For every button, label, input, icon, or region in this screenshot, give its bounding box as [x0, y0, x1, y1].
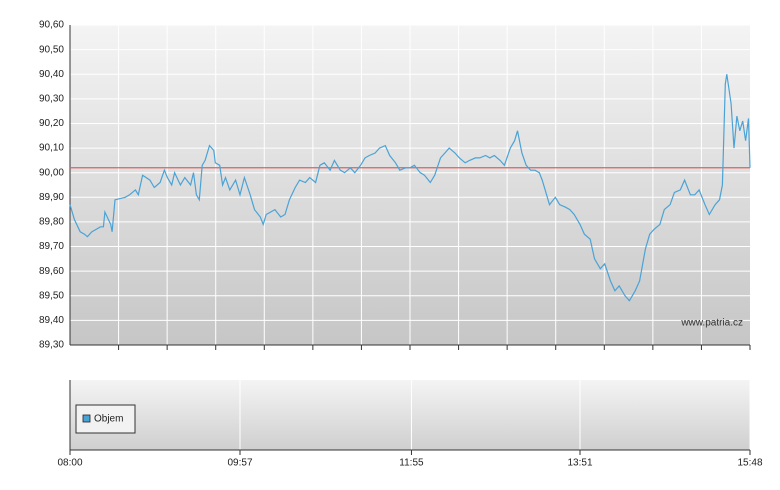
y-tick-label: 89,60: [39, 266, 64, 277]
y-tick-label: 89,30: [39, 340, 64, 351]
x-tick-label: 09:57: [227, 458, 252, 469]
legend-swatch: [82, 414, 91, 423]
legend: Objem: [75, 404, 136, 434]
x-tick-label: 13:51: [567, 458, 592, 469]
price-line: [69, 74, 751, 302]
y-tick-label: 89,50: [39, 290, 64, 301]
y-tick-label: 90,40: [39, 69, 64, 80]
y-tick-label: 89,40: [39, 315, 64, 326]
y-tick-label: 89,70: [39, 241, 64, 252]
x-tick-label: 15:48: [737, 458, 762, 469]
y-tick-label: 89,80: [39, 217, 64, 228]
legend-label: Objem: [94, 414, 123, 425]
x-tick-label: 11:55: [399, 458, 424, 469]
volume-plot-area: [70, 380, 750, 450]
y-tick-label: 90,00: [39, 167, 64, 178]
watermark: www.patria.cz: [680, 318, 743, 329]
y-tick-label: 90,60: [39, 20, 64, 31]
y-tick-label: 89,90: [39, 192, 64, 203]
y-tick-label: 90,20: [39, 118, 64, 129]
y-tick-label: 90,10: [39, 143, 64, 154]
y-tick-label: 90,50: [39, 44, 64, 55]
y-tick-label: 90,30: [39, 93, 64, 104]
x-tick-label: 08:00: [57, 458, 82, 469]
